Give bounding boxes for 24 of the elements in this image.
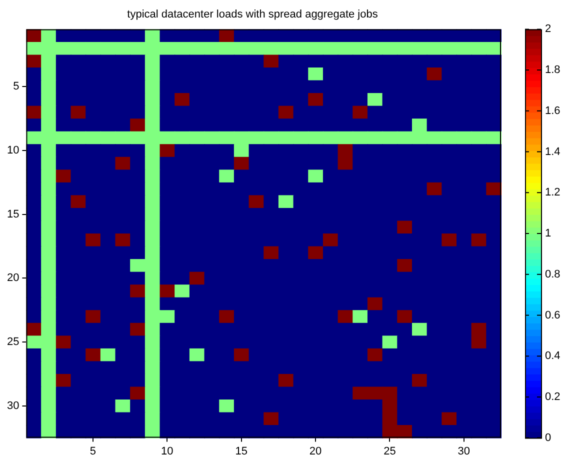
x-tick-label: 20 (309, 445, 322, 458)
color-bar-label: 0.8 (545, 268, 560, 280)
x-tick-label: 10 (161, 445, 174, 458)
x-tick-label: 30 (458, 445, 470, 458)
color-bar-label: 2 (545, 23, 552, 36)
y-tick-label: 10 (6, 144, 20, 157)
y-tick-label: 5 (13, 80, 20, 93)
color-bar-label: 0.6 (545, 309, 560, 322)
y-tick-label: 15 (6, 208, 20, 220)
color-bar-label: 0.4 (545, 350, 560, 362)
chart-title: typical datacenter loads with spread aggregate jobs (127, 8, 378, 21)
y-tick-label: 30 (6, 400, 20, 412)
x-tick-label: 25 (384, 445, 396, 458)
color-bar-label: 0 (545, 432, 552, 444)
x-tick-label: 15 (235, 445, 248, 458)
x-tick-label: 5 (90, 445, 96, 458)
color-bar-label: 1.8 (545, 64, 560, 76)
y-tick-label: 20 (6, 272, 20, 284)
color-bar-label: 1.6 (545, 104, 560, 117)
color-bar-label: 1.4 (545, 146, 560, 158)
y-tick-label: 25 (6, 336, 20, 348)
color-bar-label: 0.2 (545, 390, 560, 403)
color-bar-label: 1.2 (545, 186, 560, 199)
color-bar-label: 1 (545, 228, 552, 240)
